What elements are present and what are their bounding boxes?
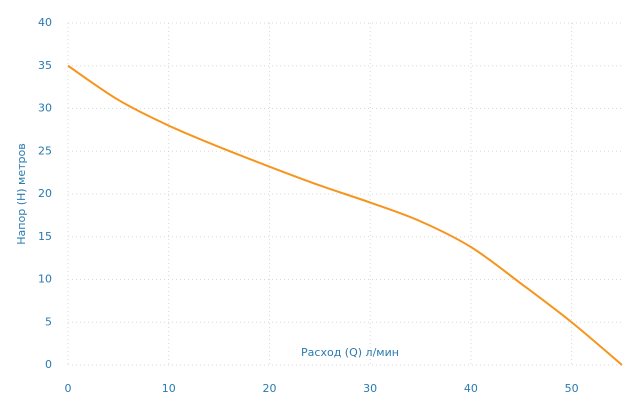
y-tick-label: 25 — [38, 144, 52, 157]
x-tick-label: 40 — [464, 382, 478, 395]
x-tick-label: 10 — [162, 382, 176, 395]
x-tick-label: 50 — [565, 382, 579, 395]
y-tick-label: 5 — [45, 315, 52, 328]
y-tick-label: 35 — [38, 59, 52, 72]
y-tick-label: 20 — [38, 187, 52, 200]
curve — [67, 64, 623, 366]
x-tick-label: 0 — [65, 382, 72, 395]
x-tick-label: 20 — [262, 382, 276, 395]
x-axis-label: Расход (Q) л/мин — [301, 346, 399, 359]
x-tick-label: 30 — [363, 382, 377, 395]
y-axis-label: Напор (H) метров — [15, 143, 28, 244]
y-tick-label: 40 — [38, 16, 52, 29]
y-tick-label: 15 — [38, 230, 52, 243]
y-tick-label: 30 — [38, 102, 52, 115]
y-tick-label: 0 — [45, 358, 52, 371]
y-tick-label: 10 — [38, 273, 52, 286]
